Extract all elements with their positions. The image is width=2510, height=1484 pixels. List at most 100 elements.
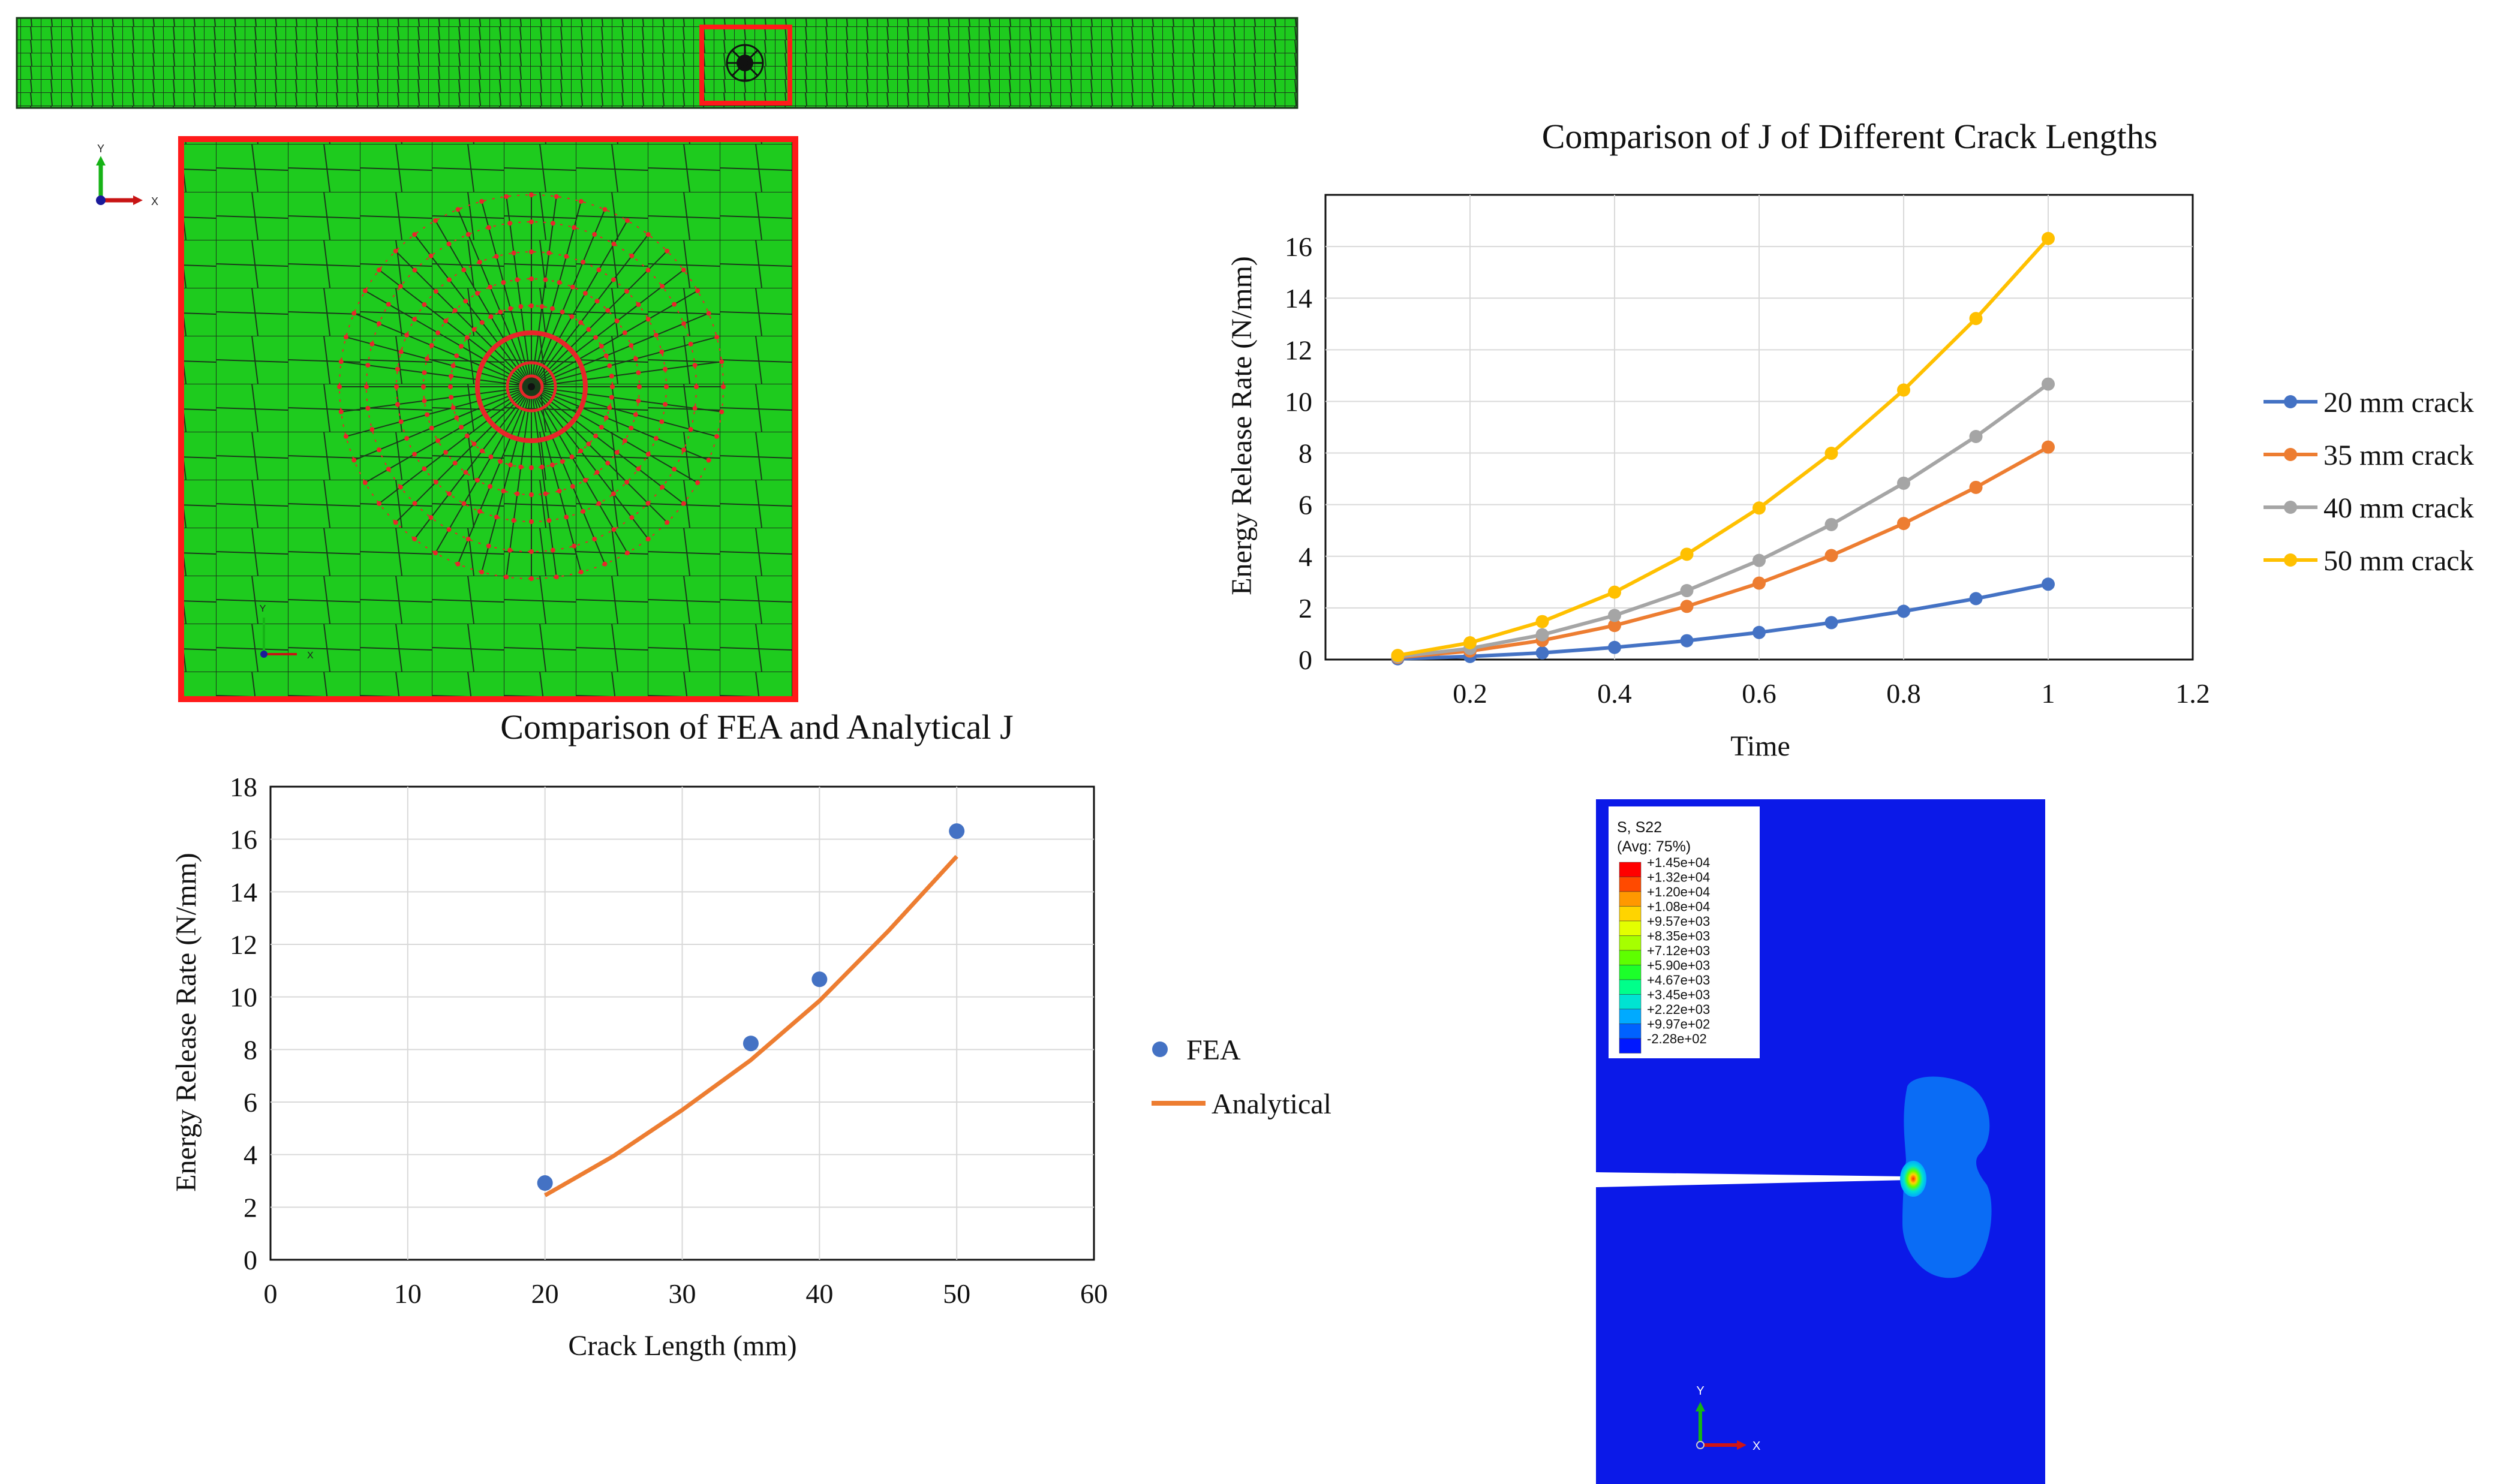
data-point-40-mm-crack <box>1680 584 1694 598</box>
data-point-40-mm-crack <box>1824 517 1838 531</box>
spider-radial-line <box>531 361 722 387</box>
contour-node <box>549 306 555 311</box>
contour-node <box>511 250 516 255</box>
chart2-x-tick-label: 60 <box>1080 1278 1108 1309</box>
chart2-x-tick-label: 0 <box>264 1278 278 1309</box>
contour-node <box>564 254 569 259</box>
spider-radial-line <box>395 386 532 523</box>
contour-node <box>394 384 399 389</box>
contour-node <box>681 447 687 453</box>
chart2-x-tick-label: 30 <box>669 1278 696 1309</box>
data-point-50-mm-crack <box>1463 636 1477 650</box>
contour-node <box>665 248 670 254</box>
contour-node <box>338 359 344 365</box>
legend-marker-40-mm-crack <box>2284 501 2297 514</box>
contour-node <box>603 353 609 359</box>
mesh-strip-panel <box>16 17 1298 109</box>
spider-radial-line <box>365 290 532 387</box>
contour-node <box>477 260 482 265</box>
chart2-y-tick-label: 18 <box>230 772 257 802</box>
chart1-y-tick-label: 16 <box>1285 231 1312 262</box>
data-point-20-mm-crack <box>1753 625 1766 639</box>
spider-radial-line <box>531 386 582 573</box>
legend-label-analytical: Analytical <box>1212 1088 1331 1120</box>
legend-label-50-mm-crack: 50 mm crack <box>2323 545 2474 577</box>
j-integral-contour-ring <box>506 361 557 413</box>
contour-node <box>539 464 545 469</box>
contour-node <box>569 314 575 320</box>
contour-node <box>429 425 434 431</box>
legend-value-label: +1.32e+04 <box>1647 870 1710 885</box>
series-line-20-mm-crack <box>1397 582 2049 661</box>
spider-radial-line <box>531 386 606 565</box>
contour-node <box>511 518 516 523</box>
contour-node <box>572 543 577 549</box>
spider-radial-line <box>531 220 628 387</box>
contour-node <box>343 434 348 439</box>
legend-value-label: +9.97e+02 <box>1647 1017 1710 1032</box>
chart1-x-tick-label: 0.6 <box>1742 678 1776 709</box>
chart2-y-tick-label: 16 <box>230 824 257 855</box>
chart2-y-tick-label: 4 <box>244 1140 257 1170</box>
chart2-y-tick-label: 10 <box>230 982 257 1013</box>
contour-triad-y-label: Y <box>1696 1384 1704 1398</box>
spider-radial-line <box>435 386 532 553</box>
contour-node <box>681 321 687 326</box>
contour-node <box>692 405 698 411</box>
contour-node <box>395 366 400 372</box>
chart1-x-tick-label: 0.4 <box>1597 678 1632 709</box>
chart1-legend: 20 mm crack 35 mm crack 40 mm crack 50 mm c… <box>2263 387 2474 577</box>
legend-value-label: +8.35e+03 <box>1647 929 1710 944</box>
contour-dashed-ring <box>423 278 640 495</box>
spider-radial-line <box>353 312 532 387</box>
contour-node <box>459 344 464 349</box>
contour-node <box>501 488 506 493</box>
contour-node <box>660 284 665 289</box>
contour-node <box>461 501 467 506</box>
legend-color-swatch <box>1619 862 1642 877</box>
contour-node <box>529 192 534 197</box>
contour-node <box>605 308 611 313</box>
contour-node <box>443 318 449 324</box>
spider-radial-line <box>457 209 532 387</box>
contour-node <box>636 466 641 471</box>
spider-radial-line <box>395 251 532 387</box>
data-point-40-mm-crack <box>1897 476 1910 490</box>
contour-dashed-ring <box>396 251 667 522</box>
contour-node <box>338 409 344 414</box>
chart1-y-tick-label: 8 <box>1298 438 1312 469</box>
spider-radial-line <box>531 209 606 387</box>
data-point-50-mm-crack <box>1680 547 1694 561</box>
series-line-50-mm-crack <box>1397 237 2050 658</box>
data-point-40-mm-crack <box>2042 377 2055 391</box>
data-point-50-mm-crack <box>1824 446 1838 460</box>
contour-node <box>435 438 441 443</box>
contour-node <box>504 574 509 580</box>
spider-radial-line <box>531 312 710 387</box>
data-point-35-mm-crack <box>2042 440 2055 454</box>
legend-color-swatch <box>1619 906 1642 922</box>
contour-node <box>412 232 417 237</box>
mesh-zoom-panel: Y X <box>178 136 798 702</box>
contour-node <box>695 480 701 485</box>
contour-node <box>515 277 520 282</box>
chart1-y-tick-label: 6 <box>1298 490 1312 520</box>
contour-node <box>653 332 659 338</box>
contour-node <box>645 451 651 457</box>
data-point-35-mm-crack <box>1608 619 1621 633</box>
spider-radial-line <box>414 386 532 540</box>
contour-node <box>351 457 357 463</box>
spider-radial-line <box>457 386 532 565</box>
crack-tip-mesh-focus <box>726 44 764 82</box>
contour-node <box>603 415 609 420</box>
contour-node <box>596 501 602 506</box>
contour-node <box>578 198 584 204</box>
contour-node <box>692 363 698 368</box>
legend-marker-fea <box>1152 1041 1168 1057</box>
contour-node <box>351 311 357 316</box>
data-point-35-mm-crack <box>1969 480 1983 494</box>
chart1-y-tick-label: 2 <box>1298 593 1312 624</box>
contour-node <box>455 207 461 212</box>
contour-node <box>583 291 588 296</box>
data-point-50-mm-crack <box>1969 312 1983 326</box>
